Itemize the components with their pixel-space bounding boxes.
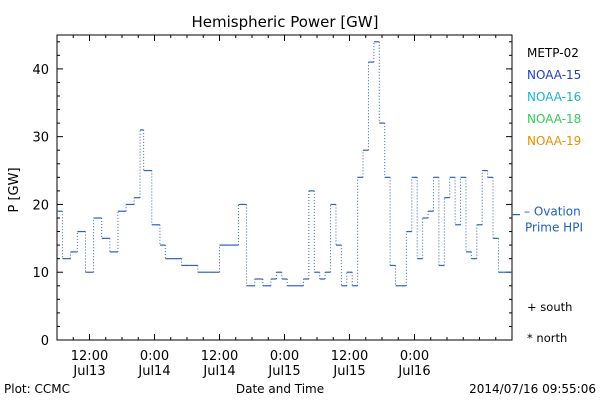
y-axis-label: P [GW] (7, 167, 22, 212)
x-tick-label-time: 0:00 (270, 349, 299, 364)
legend-entry: NOAA-15 (527, 68, 581, 82)
ovation-marker: – Ovation Prime HPI (512, 205, 583, 235)
x-tick-label-time: 0:00 (140, 349, 169, 364)
y-tick-label: 30 (32, 131, 49, 146)
plot-timestamp: 2014/07/16 09:55:06 (469, 382, 596, 396)
x-axis: 12:00Jul130:00Jul1412:00Jul140:00Jul1512… (56, 35, 513, 379)
y-tick-label: 10 (32, 266, 49, 281)
south-marker-label: + south (527, 300, 572, 314)
y-tick-label: 20 (32, 198, 49, 213)
ovation-label-line2: Prime HPI (525, 221, 583, 235)
x-tick-label-time: 12:00 (71, 349, 108, 364)
plot-frame (56, 34, 513, 341)
x-tick-label-date: Jul15 (267, 364, 300, 379)
y-axis: 0 10 20 30 40 (32, 41, 512, 349)
x-tick-label-time: 0:00 (400, 349, 429, 364)
plot-credit: Plot: CCMC (4, 382, 70, 396)
legend-entry: NOAA-18 (527, 112, 581, 126)
series-layer (57, 41, 512, 287)
x-tick-label-date: Jul13 (72, 364, 105, 379)
legend-entry: METP-02 (527, 46, 579, 60)
x-tick-label-date: Jul14 (137, 364, 170, 379)
legend: METP-02 NOAA-15 NOAA-16 NOAA-18 NOAA-19 (527, 46, 581, 148)
y-tick-label: 0 (41, 334, 49, 349)
north-marker-label: * north (527, 331, 567, 345)
x-tick-label-date: Jul15 (332, 364, 365, 379)
chart-title: Hemispheric Power [GW] (192, 13, 379, 31)
legend-entry: NOAA-16 (527, 90, 581, 104)
y-tick-label: 40 (32, 63, 49, 78)
x-tick-label-date: Jul14 (202, 364, 235, 379)
ovation-label-line1: – Ovation (524, 205, 581, 219)
x-axis-label: Date and Time (236, 382, 324, 396)
legend-entry: NOAA-19 (527, 134, 581, 148)
x-tick-label-date: Jul16 (397, 364, 430, 379)
x-tick-label-time: 12:00 (201, 349, 238, 364)
x-tick-label-time: 12:00 (331, 349, 368, 364)
